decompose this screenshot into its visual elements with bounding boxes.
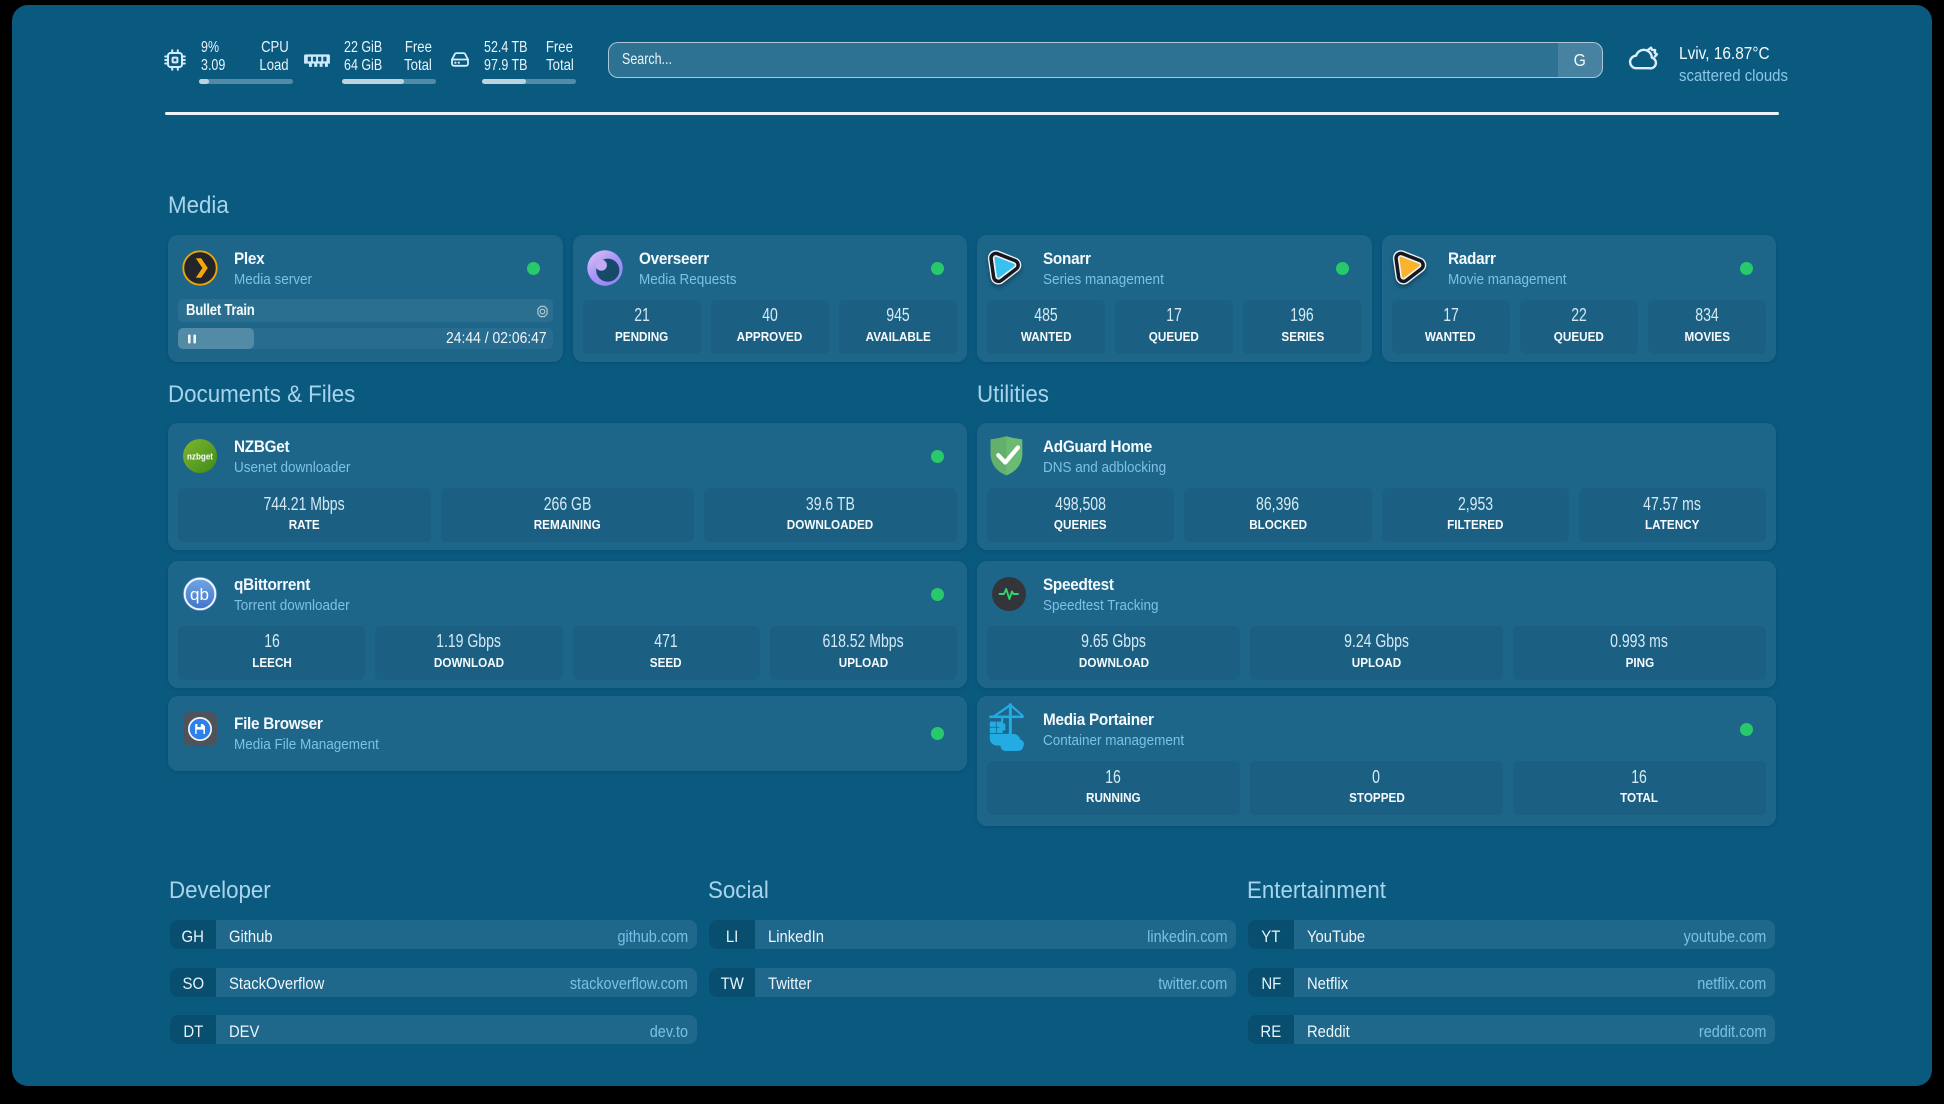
- svg-text:qb: qb: [190, 585, 209, 604]
- svg-text:nzbget: nzbget: [187, 451, 214, 462]
